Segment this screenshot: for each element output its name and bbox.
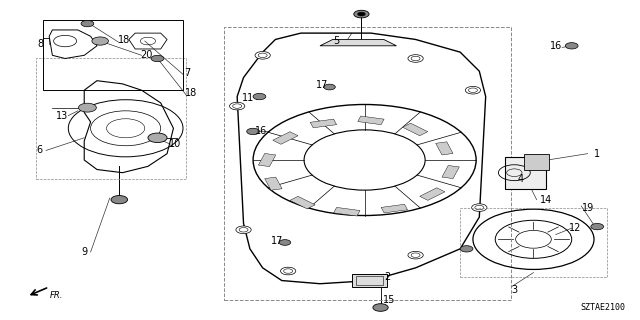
Circle shape (230, 102, 245, 110)
Text: 7: 7 (184, 68, 191, 78)
Bar (460, 208, 607, 277)
Circle shape (408, 252, 423, 259)
Text: 19: 19 (582, 203, 594, 212)
Text: 10: 10 (169, 139, 182, 149)
Text: 9: 9 (81, 247, 87, 257)
Text: 16: 16 (255, 126, 267, 136)
Circle shape (465, 86, 481, 94)
Text: 18: 18 (184, 88, 196, 98)
Bar (273, 132, 298, 144)
Text: SZTAE2100: SZTAE2100 (581, 303, 626, 312)
Text: 16: 16 (550, 41, 562, 51)
Circle shape (591, 223, 604, 230)
Text: 6: 6 (36, 146, 43, 156)
Text: 11: 11 (242, 93, 254, 103)
Bar (259, 154, 276, 167)
Bar (442, 165, 460, 179)
Circle shape (246, 128, 259, 135)
Circle shape (236, 226, 251, 234)
Bar (524, 154, 549, 170)
Circle shape (81, 20, 94, 27)
Circle shape (373, 304, 388, 311)
Polygon shape (320, 39, 396, 46)
Text: 17: 17 (316, 79, 328, 90)
Circle shape (354, 10, 369, 18)
Text: 3: 3 (511, 285, 517, 295)
Circle shape (408, 55, 423, 62)
Circle shape (255, 52, 270, 59)
Text: 20: 20 (141, 50, 153, 60)
Circle shape (148, 133, 167, 142)
Bar (36, 59, 186, 179)
Bar (290, 196, 315, 209)
Circle shape (460, 246, 473, 252)
Bar (436, 142, 453, 155)
Text: 15: 15 (383, 295, 395, 305)
Text: 1: 1 (594, 149, 600, 159)
Text: 13: 13 (56, 111, 68, 121)
Circle shape (279, 240, 291, 245)
Text: 4: 4 (518, 174, 524, 184)
Circle shape (472, 204, 487, 212)
Text: FR.: FR. (50, 291, 63, 300)
Bar (505, 157, 546, 188)
Circle shape (79, 103, 97, 112)
Bar (43, 20, 183, 90)
Bar (381, 204, 408, 213)
Circle shape (280, 267, 296, 275)
Circle shape (111, 196, 127, 204)
Bar (403, 123, 428, 136)
Text: 14: 14 (540, 195, 552, 205)
Bar (333, 207, 360, 216)
Bar (265, 177, 282, 190)
Text: 8: 8 (38, 39, 44, 49)
Bar (356, 276, 383, 285)
Bar (310, 119, 337, 128)
Text: 12: 12 (569, 223, 581, 233)
Circle shape (358, 12, 365, 16)
Bar (358, 116, 384, 125)
Text: 17: 17 (271, 236, 284, 246)
Circle shape (565, 43, 578, 49)
Bar (225, 27, 511, 300)
Text: 2: 2 (384, 272, 390, 282)
Text: 18: 18 (118, 35, 130, 45)
Bar (352, 274, 387, 287)
Circle shape (253, 93, 266, 100)
Text: 5: 5 (333, 36, 339, 46)
Circle shape (92, 37, 108, 45)
Circle shape (151, 55, 164, 62)
Bar (420, 188, 445, 200)
Circle shape (324, 84, 335, 90)
